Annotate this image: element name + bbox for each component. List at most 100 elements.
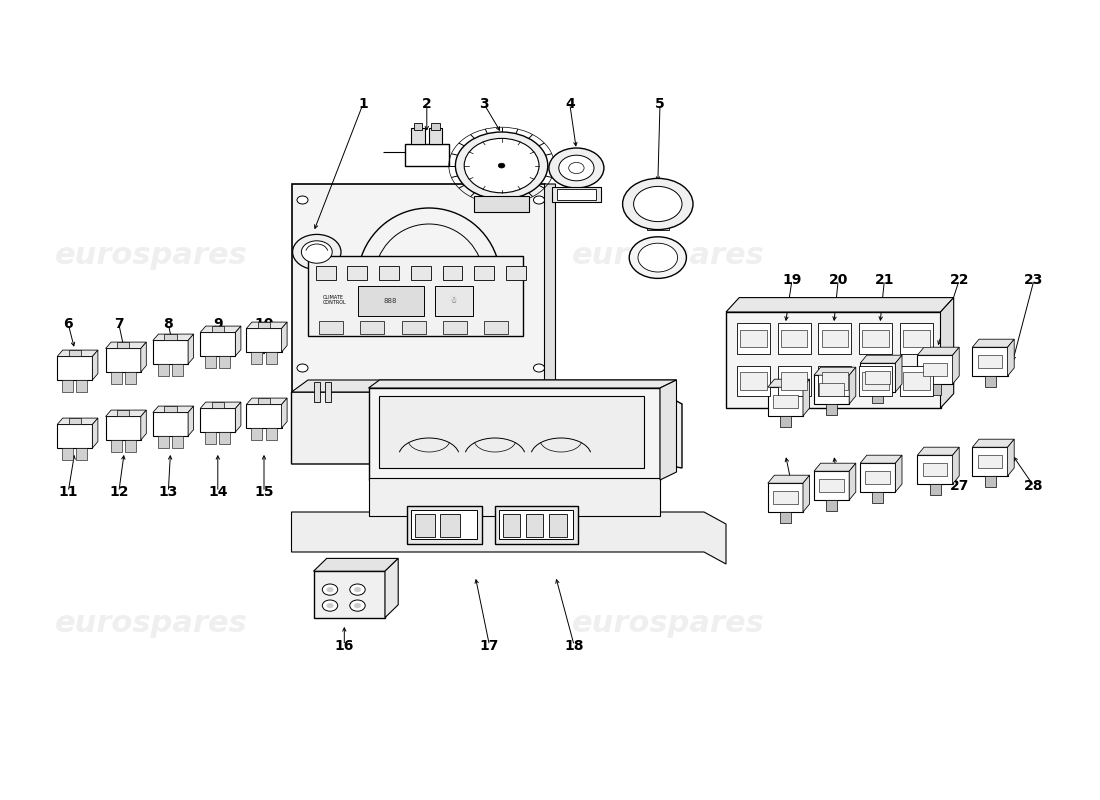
- Bar: [822, 372, 848, 390]
- Text: ☃: ☃: [450, 296, 456, 306]
- Text: eurospares: eurospares: [572, 610, 764, 638]
- Bar: [411, 128, 425, 144]
- Bar: [474, 196, 529, 212]
- Bar: [265, 352, 276, 364]
- Bar: [872, 392, 883, 403]
- Text: 15: 15: [254, 485, 274, 499]
- Bar: [407, 506, 482, 544]
- Text: 28: 28: [1024, 479, 1044, 494]
- Bar: [348, 266, 367, 280]
- Bar: [859, 366, 892, 396]
- Bar: [930, 484, 940, 495]
- Text: eurospares: eurospares: [55, 242, 248, 270]
- Text: 6: 6: [64, 317, 73, 331]
- Circle shape: [297, 196, 308, 204]
- Bar: [499, 510, 573, 539]
- Bar: [780, 416, 791, 427]
- Polygon shape: [368, 380, 676, 388]
- Text: 5: 5: [656, 97, 664, 111]
- Bar: [818, 366, 851, 396]
- Polygon shape: [860, 455, 902, 463]
- Polygon shape: [849, 463, 856, 500]
- Polygon shape: [385, 558, 398, 618]
- Bar: [252, 352, 263, 364]
- Bar: [324, 382, 331, 402]
- Bar: [552, 187, 601, 202]
- Bar: [431, 123, 440, 130]
- Bar: [826, 404, 837, 415]
- Bar: [57, 357, 92, 380]
- Polygon shape: [106, 410, 146, 417]
- Bar: [411, 510, 477, 539]
- Bar: [781, 330, 807, 347]
- Text: 9: 9: [213, 317, 222, 331]
- Polygon shape: [57, 350, 98, 357]
- Polygon shape: [544, 184, 556, 400]
- Bar: [818, 323, 851, 354]
- Bar: [474, 266, 494, 280]
- Bar: [358, 286, 424, 316]
- Bar: [822, 330, 848, 347]
- Bar: [903, 372, 929, 390]
- Bar: [257, 322, 271, 329]
- Bar: [740, 372, 767, 390]
- Bar: [368, 478, 660, 516]
- Polygon shape: [849, 367, 856, 404]
- Bar: [768, 387, 803, 416]
- Polygon shape: [57, 418, 98, 425]
- Bar: [442, 321, 466, 334]
- Bar: [117, 410, 130, 417]
- Bar: [246, 329, 282, 352]
- Bar: [106, 417, 141, 440]
- Text: 8: 8: [164, 317, 173, 331]
- Bar: [917, 455, 953, 484]
- Polygon shape: [200, 326, 241, 333]
- Circle shape: [464, 138, 539, 193]
- Bar: [172, 364, 183, 376]
- Bar: [57, 425, 92, 448]
- Polygon shape: [235, 326, 241, 356]
- Bar: [200, 333, 235, 356]
- Bar: [319, 321, 343, 334]
- Bar: [726, 312, 940, 408]
- Bar: [316, 266, 336, 280]
- Bar: [434, 286, 473, 316]
- Polygon shape: [860, 355, 902, 363]
- Bar: [862, 372, 889, 390]
- Polygon shape: [246, 322, 287, 329]
- Circle shape: [350, 600, 365, 611]
- Circle shape: [301, 241, 332, 263]
- Bar: [314, 571, 385, 618]
- Bar: [106, 349, 141, 372]
- Bar: [930, 384, 940, 395]
- Polygon shape: [106, 342, 146, 349]
- Circle shape: [293, 234, 341, 270]
- Bar: [484, 321, 508, 334]
- Polygon shape: [917, 447, 959, 455]
- Polygon shape: [803, 379, 810, 416]
- Polygon shape: [141, 342, 146, 372]
- Bar: [415, 514, 434, 537]
- Bar: [429, 128, 442, 144]
- Text: 16: 16: [334, 638, 354, 653]
- Circle shape: [354, 603, 361, 608]
- Bar: [859, 323, 892, 354]
- Bar: [820, 383, 844, 396]
- Text: 7: 7: [114, 317, 123, 331]
- Bar: [442, 266, 462, 280]
- Bar: [246, 405, 282, 428]
- Bar: [308, 256, 522, 336]
- Text: 888: 888: [384, 298, 397, 304]
- Polygon shape: [917, 347, 959, 355]
- Polygon shape: [972, 439, 1014, 447]
- Polygon shape: [292, 392, 682, 468]
- Bar: [820, 479, 844, 492]
- Circle shape: [623, 178, 693, 230]
- Bar: [124, 440, 135, 452]
- Circle shape: [322, 584, 338, 595]
- Polygon shape: [726, 298, 954, 312]
- Bar: [780, 512, 791, 523]
- Text: 10: 10: [254, 317, 274, 331]
- Bar: [634, 248, 682, 267]
- Polygon shape: [1008, 439, 1014, 476]
